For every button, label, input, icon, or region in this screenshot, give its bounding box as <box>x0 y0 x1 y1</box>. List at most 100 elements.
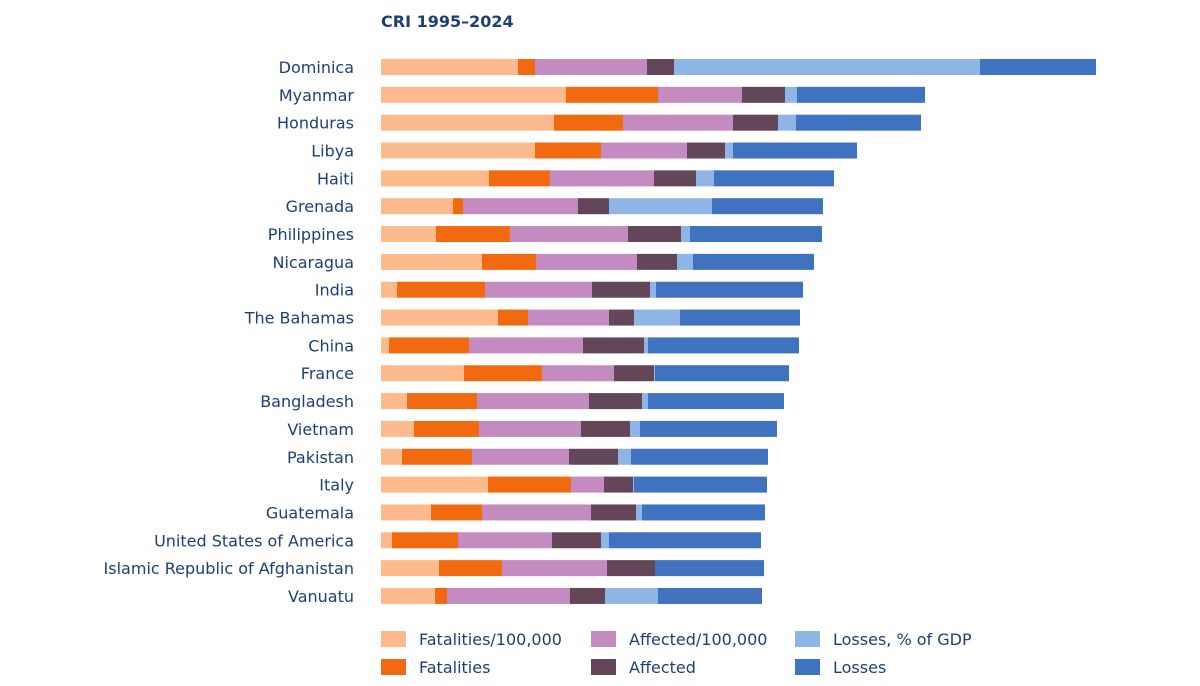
bar-segment <box>797 86 925 103</box>
bar-segment <box>381 142 535 159</box>
bar-segment <box>796 114 921 131</box>
category-label: United States of America <box>154 531 354 550</box>
bar-segment <box>392 532 458 549</box>
bar-segment <box>589 393 642 410</box>
category-label: Nicaragua <box>273 253 355 272</box>
bar-segment <box>381 86 566 103</box>
bar-segment <box>407 393 477 410</box>
category-label: India <box>315 281 354 300</box>
bar-segment <box>650 281 656 298</box>
bar-segment <box>693 253 814 270</box>
category-label: Philippines <box>268 225 354 244</box>
bar-segment <box>482 504 591 521</box>
bar-segment <box>453 198 463 215</box>
bar-segment <box>583 337 644 354</box>
bar-segment <box>436 226 510 243</box>
bar-segment <box>687 142 725 159</box>
bars <box>381 59 1096 604</box>
bar-segment <box>510 226 628 243</box>
bar-segment <box>528 309 609 326</box>
bar-segment <box>623 114 733 131</box>
bar-segment <box>680 309 800 326</box>
bar-segment <box>714 170 834 187</box>
bar-segment <box>381 337 389 354</box>
category-label: Pakistan <box>287 448 354 467</box>
bar-segment <box>634 309 680 326</box>
bar-segment <box>742 86 785 103</box>
bar-segment <box>485 281 592 298</box>
bar-segment <box>630 420 640 437</box>
bar-segment <box>648 337 799 354</box>
bar-segment <box>681 226 690 243</box>
bar-segment <box>636 504 642 521</box>
bar-segment <box>469 337 583 354</box>
bar-segment <box>631 448 768 465</box>
bar-segment <box>658 587 762 604</box>
bar-segment <box>677 253 693 270</box>
bar-segment <box>381 226 436 243</box>
bar-segment <box>489 170 550 187</box>
bar-segment <box>554 114 623 131</box>
bar-segment <box>542 365 614 382</box>
bar-segment <box>655 560 764 577</box>
bar-segment <box>609 309 634 326</box>
bar-segment <box>642 504 765 521</box>
category-label: Bangladesh <box>260 392 354 411</box>
bar-segment <box>431 504 482 521</box>
bar-segment <box>482 253 536 270</box>
legend-label: Losses <box>833 658 886 677</box>
bar-segment <box>592 281 650 298</box>
bar-segment <box>439 560 502 577</box>
bar-segment <box>447 587 570 604</box>
legend-swatch <box>381 659 406 675</box>
bar-segment <box>601 532 609 549</box>
bar-segment <box>658 86 742 103</box>
category-label: France <box>301 364 354 383</box>
category-label: Vietnam <box>287 420 354 439</box>
bar-segment <box>644 337 648 354</box>
bar-segment <box>535 142 601 159</box>
bar-segment <box>477 393 589 410</box>
bar-segment <box>654 365 655 382</box>
bar-segment <box>381 420 414 437</box>
bar-segment <box>642 393 648 410</box>
category-label: The Bahamas <box>244 309 354 328</box>
legend-swatch <box>381 631 406 647</box>
bar-segment <box>381 59 518 75</box>
bar-segment <box>458 532 552 549</box>
bar-segment <box>381 114 554 131</box>
bar-segment <box>637 253 677 270</box>
category-label: Grenada <box>286 197 354 216</box>
bar-segment <box>552 532 601 549</box>
chart-title: CRI 1995–2024 <box>381 12 514 31</box>
category-label: China <box>308 336 354 355</box>
bar-segment <box>381 560 439 577</box>
bar-segment <box>601 142 687 159</box>
bar-segment <box>591 504 636 521</box>
legend-swatch <box>795 659 820 675</box>
bar-segment <box>464 365 542 382</box>
bar-segment <box>690 226 822 243</box>
bar-segment <box>566 86 658 103</box>
bar-segment <box>609 532 761 549</box>
category-label: Italy <box>319 476 354 495</box>
bar-segment <box>536 253 637 270</box>
legend-label: Affected <box>629 658 696 677</box>
bar-segment <box>980 59 1096 75</box>
bar-segment <box>647 59 674 75</box>
bar-segment <box>389 337 469 354</box>
bar-segment <box>696 170 714 187</box>
legend-swatch <box>591 659 616 675</box>
bar-segment <box>712 198 823 215</box>
bar-segment <box>402 448 472 465</box>
bar-segment <box>733 142 857 159</box>
legend-swatch <box>795 631 820 647</box>
legend-label: Fatalities <box>419 658 490 677</box>
category-label: Honduras <box>277 114 354 133</box>
bar-segment <box>518 59 535 75</box>
bar-segment <box>648 393 784 410</box>
category-label: Islamic Republic of Afghanistan <box>104 559 354 578</box>
bar-segment <box>733 114 778 131</box>
legend-label: Fatalities/100,000 <box>419 630 562 649</box>
